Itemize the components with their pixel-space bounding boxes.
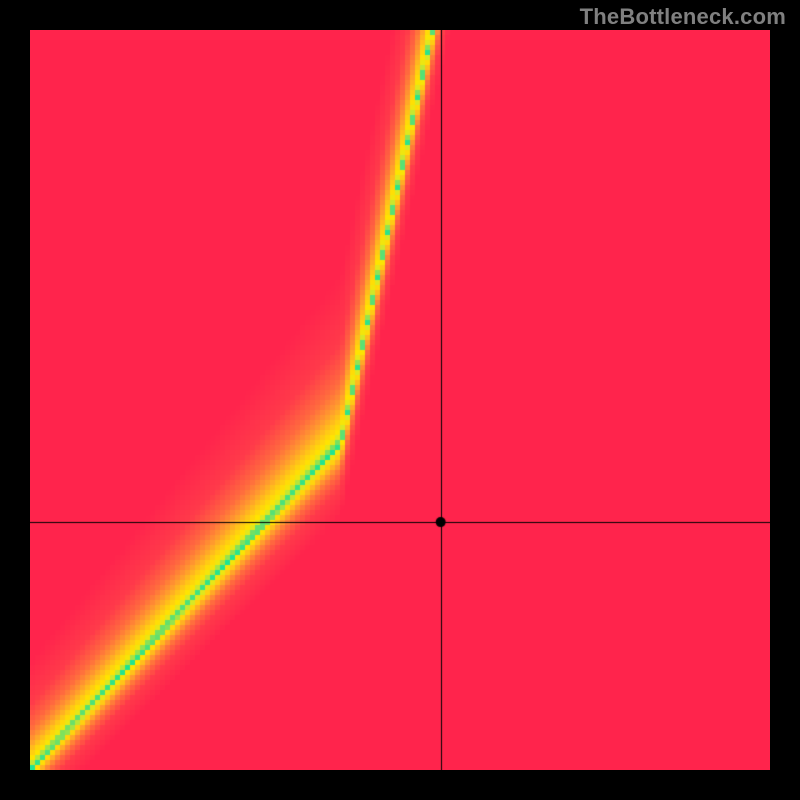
heatmap-canvas [30, 30, 770, 770]
watermark-text: TheBottleneck.com [580, 4, 786, 30]
chart-container: TheBottleneck.com [0, 0, 800, 800]
